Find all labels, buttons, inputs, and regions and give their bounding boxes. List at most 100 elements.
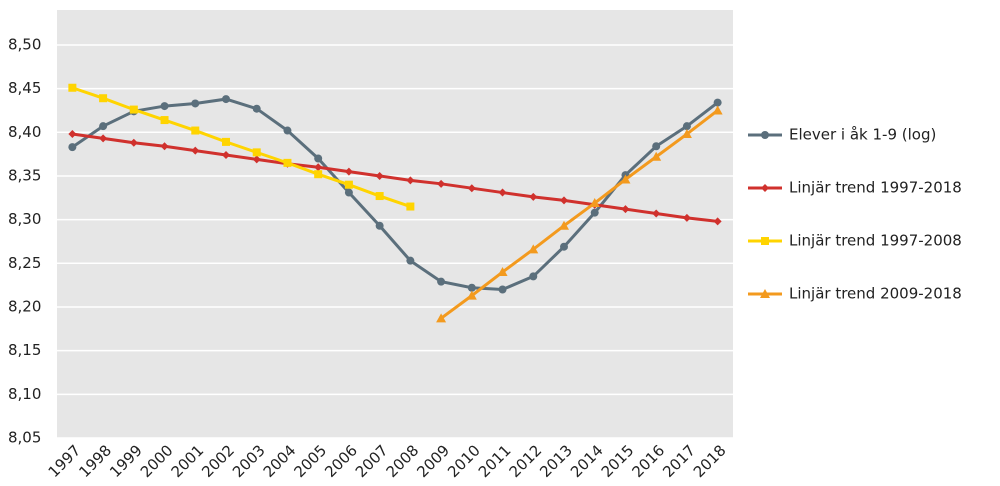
x-tick-label: 1997: [45, 441, 85, 481]
legend-marker: [761, 131, 769, 139]
data-point: [497, 267, 508, 277]
data-point: [68, 143, 77, 152]
data-point: [191, 99, 200, 108]
x-tick-label: 2015: [598, 441, 638, 481]
data-point: [99, 122, 108, 131]
data-point: [68, 130, 77, 139]
data-point: [651, 151, 662, 161]
data-point: [466, 290, 477, 300]
data-point: [498, 188, 507, 197]
data-point: [99, 134, 108, 143]
data-point: [191, 146, 200, 155]
x-tick-label: 2002: [198, 441, 238, 481]
data-point: [252, 155, 261, 164]
legend-label: Linjär trend 1997-2008: [789, 232, 962, 250]
data-point: [344, 188, 353, 197]
legend-label: Elever i åk 1-9 (log): [789, 126, 936, 144]
legend-label: Linjär trend 2009-2018: [789, 285, 962, 303]
data-point: [529, 272, 538, 281]
data-point: [222, 137, 230, 146]
data-point: [498, 285, 507, 294]
data-point: [712, 105, 723, 115]
data-point: [528, 244, 539, 254]
data-point: [344, 180, 353, 189]
x-tick-label: 2000: [137, 441, 177, 481]
x-tick-label: 2005: [290, 441, 330, 481]
data-point: [314, 170, 323, 179]
data-point: [652, 142, 661, 151]
data-point: [437, 179, 446, 188]
x-tick-label: 2004: [260, 441, 300, 481]
x-tick-label: 2010: [444, 441, 484, 481]
x-tick-label: 2007: [352, 441, 392, 481]
data-point: [560, 196, 568, 205]
x-tick-label: 1998: [75, 441, 115, 481]
data-point: [682, 122, 691, 131]
data-point: [406, 176, 415, 185]
data-point: [314, 154, 323, 163]
data-point: [375, 192, 384, 201]
data-point: [191, 126, 200, 135]
series-line: [72, 132, 718, 223]
data-point: [560, 242, 568, 251]
data-point: [283, 126, 292, 135]
x-tick-label: 2011: [475, 441, 515, 481]
x-tick-label: 2008: [383, 441, 423, 481]
data-point: [406, 202, 415, 211]
x-tick-label: 2006: [321, 441, 361, 481]
data-point: [681, 129, 692, 139]
data-point: [620, 174, 631, 184]
legend-label: Linjär trend 1997-2018: [789, 179, 962, 197]
data-point: [621, 205, 630, 214]
data-point: [344, 167, 353, 176]
data-point: [375, 221, 384, 230]
data-point: [467, 283, 476, 292]
data-point: [314, 163, 323, 172]
data-point: [375, 171, 384, 180]
data-point: [529, 192, 538, 201]
x-tick-label: 2001: [168, 441, 208, 481]
y-tick-label: 8,35: [8, 166, 41, 184]
data-point: [437, 277, 446, 286]
data-point: [252, 104, 261, 113]
data-point: [713, 98, 722, 107]
data-point: [713, 217, 722, 226]
data-point: [652, 209, 661, 218]
data-point: [682, 213, 691, 222]
y-tick-label: 8,15: [8, 341, 41, 359]
plot-area: [57, 10, 733, 438]
legend-marker: [761, 184, 769, 192]
x-tick-label: 2009: [413, 441, 453, 481]
x-tick-label: 2014: [567, 441, 607, 481]
y-tick-label: 8,30: [8, 210, 41, 228]
data-point: [283, 158, 292, 167]
data-point: [406, 256, 415, 265]
x-tick-label: 2018: [690, 441, 730, 481]
y-tick-label: 8,45: [8, 79, 41, 97]
data-point: [436, 313, 447, 323]
series-line: [71, 97, 719, 292]
y-tick-label: 8,40: [8, 123, 41, 141]
data-point: [129, 138, 138, 147]
data-point: [252, 148, 261, 157]
x-tick-label: 1999: [106, 441, 146, 481]
y-tick-label: 8,05: [8, 429, 41, 447]
legend-marker: [760, 289, 770, 298]
y-tick-label: 8,25: [8, 254, 41, 272]
data-point: [160, 142, 169, 151]
data-point: [99, 94, 108, 103]
data-point: [559, 220, 569, 230]
data-point: [590, 208, 599, 217]
x-tick-label: 2013: [536, 441, 576, 481]
data-point: [160, 116, 169, 125]
x-tick-label: 2016: [628, 441, 668, 481]
legend-marker: [761, 237, 769, 245]
series-line: [440, 109, 719, 320]
y-tick-label: 8,20: [8, 297, 41, 315]
x-tick-label: 2012: [506, 441, 546, 481]
data-point: [222, 95, 230, 104]
data-point: [160, 102, 169, 111]
x-tick-label: 2017: [659, 441, 699, 481]
x-tick-label: 2003: [229, 441, 269, 481]
